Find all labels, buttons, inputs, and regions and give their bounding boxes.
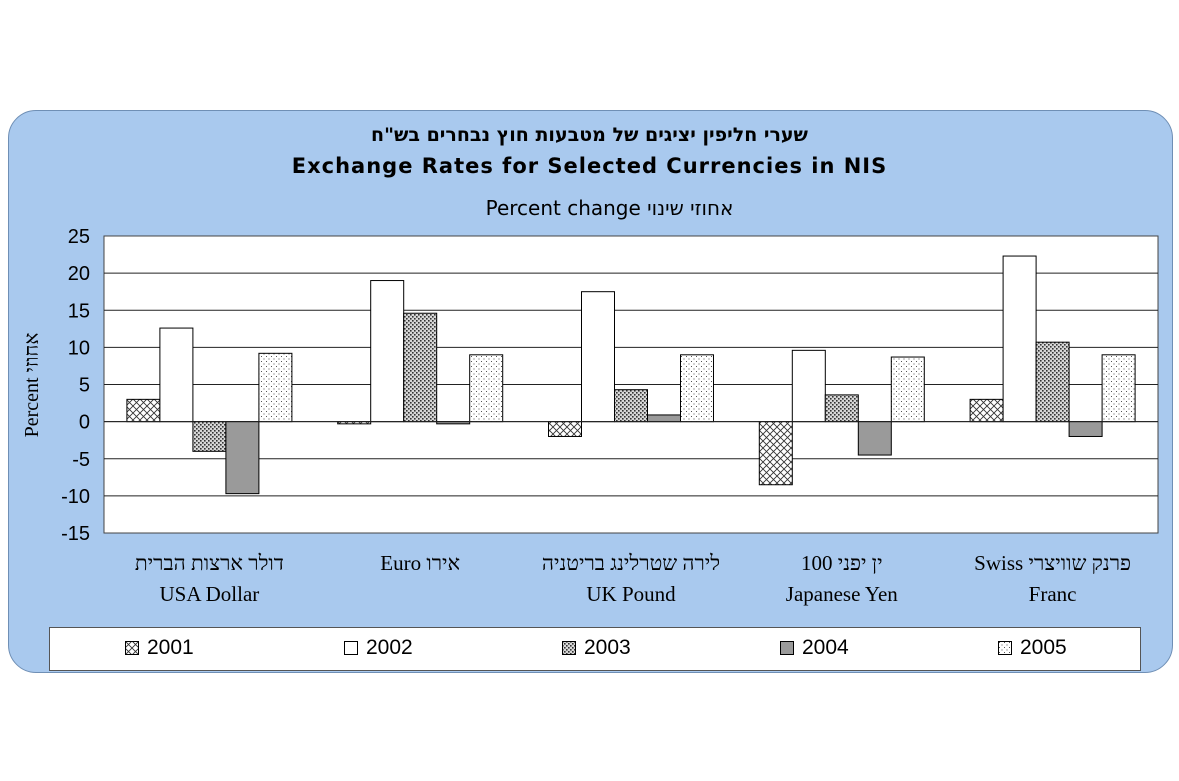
bar-2002-4 <box>1002 255 1037 423</box>
legend-label: 2002 <box>366 636 413 659</box>
category-label-line2: USA Dollar <box>159 582 260 606</box>
y-tick-label: 0 <box>79 412 90 434</box>
bar-2002-1 <box>370 280 405 423</box>
category-label-line1: Swiss פרנק שוויצרי <box>974 551 1132 575</box>
bar-2004-2 <box>647 414 681 423</box>
category-label: Euro אירו <box>315 548 525 610</box>
bar-2002-3 <box>791 349 826 423</box>
bar-2001-2 <box>548 421 582 437</box>
y-tick-label: -5 <box>72 449 90 471</box>
category-label: דולר ארצות הברית USA Dollar <box>104 548 314 610</box>
category-label: לירה שטרלינג בריטניה UK Pound <box>526 548 736 610</box>
legend-swatch <box>562 641 576 655</box>
chart-title: Exchange Rates for Selected Currencies i… <box>291 154 888 178</box>
bar-2005-3 <box>890 356 925 423</box>
category-label-line1: ין יפני 100 <box>800 551 883 575</box>
legend-label: 2005 <box>1020 636 1067 659</box>
y-tick-label: -15 <box>61 523 90 545</box>
bar-2004-4 <box>1068 421 1103 437</box>
category-label-line2: Franc <box>1028 582 1077 606</box>
legend-item-2004: 2004 <box>780 634 849 662</box>
y-tick-labels: 25 20 15 10 5 0 -5 -10 -15 <box>61 226 90 545</box>
y-tick-label: -10 <box>61 486 90 508</box>
legend-swatch <box>998 641 1012 655</box>
bar-2003-4 <box>1035 341 1070 423</box>
y-tick-label: 15 <box>68 300 90 322</box>
legend-item-2003: 2003 <box>562 634 631 662</box>
legend-label: 2003 <box>584 636 631 659</box>
legend-label: 2001 <box>147 636 194 659</box>
category-label-line2 <box>315 579 525 610</box>
y-tick-label: 5 <box>79 375 90 397</box>
category-label-line1: דולר ארצות הברית <box>134 551 284 575</box>
y-tick-label: 20 <box>68 263 90 285</box>
bar-2001-3 <box>758 421 793 486</box>
category-label-line1: לירה שטרלינג בריטניה <box>541 551 721 575</box>
legend-swatch <box>125 641 139 655</box>
category-label-line2: Japanese Yen <box>785 582 898 606</box>
legend-item-2005: 2005 <box>998 634 1067 662</box>
bar-2005-1 <box>469 354 504 423</box>
bar-2001-0 <box>126 398 161 423</box>
bar-2005-4 <box>1101 354 1136 423</box>
y-tick-label: 10 <box>68 337 90 359</box>
bar-2002-2 <box>581 291 615 423</box>
legend-label: 2004 <box>802 636 849 659</box>
category-label-line1: Euro אירו <box>380 551 461 575</box>
chart-subtitle: Percent change אחוזי שינוי <box>485 196 734 220</box>
bar-2003-3 <box>824 394 859 423</box>
bar-2003-2 <box>614 389 648 423</box>
bar-2001-4 <box>969 398 1004 423</box>
bar-2004-0 <box>225 421 260 495</box>
bar-2003-0 <box>192 421 227 452</box>
legend-swatch <box>780 641 794 655</box>
bar-2005-0 <box>258 352 293 423</box>
legend: 2001 2002 2003 2004 2005 <box>49 627 1141 671</box>
category-label-line2: UK Pound <box>586 582 676 606</box>
legend-swatch <box>344 641 358 655</box>
category-label: Swiss פרנק שוויצרי Franc <box>948 548 1158 610</box>
bar-2005-2 <box>680 354 714 423</box>
y-axis-label: Percent אחוזי <box>21 333 43 438</box>
chart-title-hebrew: שערי חליפין יציגים של מטבעות חוץ נבחרים … <box>371 124 808 146</box>
bar-2002-0 <box>159 327 194 423</box>
legend-item-2002: 2002 <box>344 634 413 662</box>
y-tick-label: 25 <box>68 226 90 248</box>
bar-2003-1 <box>403 312 438 423</box>
category-label: ין יפני 100 Japanese Yen <box>737 548 947 610</box>
bars <box>126 255 1136 495</box>
bar-2004-3 <box>857 421 892 456</box>
legend-item-2001: 2001 <box>125 634 194 662</box>
